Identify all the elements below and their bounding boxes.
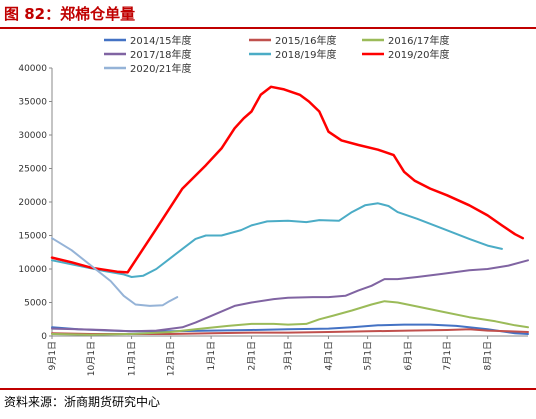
axes: 0 5000 10000 15000 20000 25000 30000 35000 40000… — [18, 64, 528, 376]
x-tick-label: 4月1日 — [323, 341, 334, 370]
x-tick-label: 5月1日 — [363, 341, 374, 370]
x-tick-label: 9月1日 — [47, 341, 58, 370]
legend-label: 2019/20年度 — [388, 48, 450, 61]
series-line-2 — [51, 300, 529, 336]
y-tick-label: 10000 — [18, 265, 47, 275]
y-tick-label: 35000 — [18, 98, 47, 108]
plot-area — [50, 85, 529, 336]
source-rule — [0, 388, 536, 390]
x-tick-label: 3月1日 — [283, 341, 294, 370]
legend-label: 2017/18年度 — [130, 48, 192, 61]
x-tick-label: 2月1日 — [247, 341, 258, 370]
x-tick-label: 10月1日 — [86, 341, 97, 376]
legend-label: 2016/17年度 — [388, 34, 450, 47]
x-tick-label: 1月1日 — [206, 341, 217, 370]
x-tick-label: 7月1日 — [442, 341, 453, 370]
y-tick-label: 25000 — [18, 165, 47, 175]
figure-title: 图 82：郑棉仓单量 — [4, 5, 136, 23]
legend-label: 2018/19年度 — [275, 48, 337, 61]
x-tick-label: 8月1日 — [483, 341, 494, 370]
legend: 2014/15年度 2015/16年度 2016/17年度 2017/18年度 2018… — [104, 34, 450, 75]
y-tick-label: 30000 — [18, 131, 47, 141]
title-rule — [0, 27, 536, 29]
series-line-4 — [51, 202, 503, 278]
legend-label: 2014/15年度 — [130, 34, 192, 47]
x-tick-label: 6月1日 — [403, 341, 414, 370]
x-tick-label: 11月1日 — [127, 341, 138, 376]
source-note: 资料来源：浙商期货研究中心 — [4, 395, 161, 409]
series-line-5 — [50, 85, 525, 274]
y-tick-label: 5000 — [24, 299, 47, 309]
y-tick-label: 15000 — [18, 232, 47, 242]
legend-label: 2020/21年度 — [130, 62, 192, 75]
legend-label: 2015/16年度 — [275, 34, 337, 47]
y-tick-label: 40000 — [18, 64, 47, 74]
series-line-3 — [51, 259, 529, 333]
x-tick-label: 12月1日 — [166, 341, 177, 376]
series-line-6 — [51, 237, 179, 307]
y-tick-label: 0 — [41, 332, 47, 342]
y-tick-label: 20000 — [18, 198, 47, 208]
